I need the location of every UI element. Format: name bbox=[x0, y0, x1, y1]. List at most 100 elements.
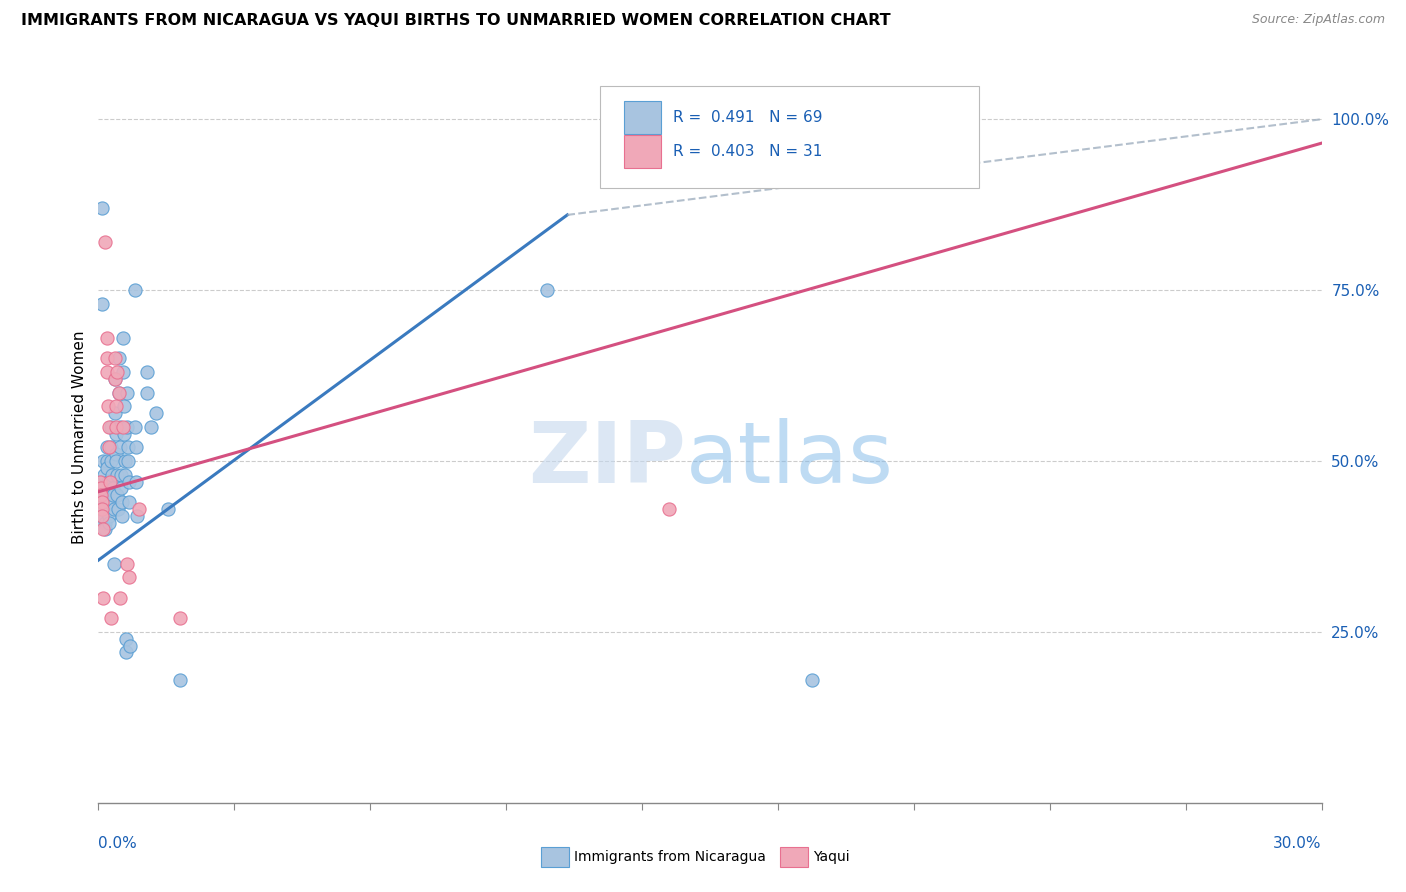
Point bbox=[108, 591, 131, 605]
Point bbox=[91, 522, 114, 536]
Text: ZIP: ZIP bbox=[527, 417, 686, 500]
Point bbox=[104, 447, 127, 461]
Text: Yaqui: Yaqui bbox=[813, 850, 849, 864]
Point bbox=[96, 440, 118, 454]
Point bbox=[96, 351, 118, 366]
Point bbox=[101, 481, 124, 495]
Point bbox=[91, 201, 114, 215]
Point bbox=[156, 501, 179, 516]
Point bbox=[105, 365, 128, 379]
Point bbox=[128, 501, 150, 516]
Point bbox=[89, 475, 111, 489]
Point bbox=[100, 454, 122, 468]
Point bbox=[90, 488, 112, 502]
Point bbox=[91, 454, 114, 468]
Point bbox=[90, 481, 112, 495]
Point bbox=[117, 440, 139, 454]
Point bbox=[136, 385, 159, 400]
Text: 0.0%: 0.0% bbox=[98, 836, 138, 851]
Point bbox=[118, 570, 141, 584]
Point bbox=[114, 467, 136, 482]
Point bbox=[118, 475, 141, 489]
Point bbox=[124, 283, 146, 297]
Y-axis label: Births to Unmarried Women: Births to Unmarried Women bbox=[72, 330, 87, 544]
Text: 30.0%: 30.0% bbox=[1274, 836, 1322, 851]
Point bbox=[118, 639, 141, 653]
Point bbox=[105, 488, 128, 502]
Point bbox=[104, 351, 127, 366]
Point bbox=[94, 516, 117, 530]
Point bbox=[115, 645, 138, 659]
Point bbox=[114, 632, 136, 646]
Point bbox=[98, 440, 121, 454]
Point bbox=[97, 400, 120, 414]
Point bbox=[125, 475, 148, 489]
Point bbox=[105, 454, 128, 468]
Point bbox=[90, 508, 112, 523]
Point bbox=[94, 522, 117, 536]
Point bbox=[104, 372, 127, 386]
Point bbox=[91, 501, 114, 516]
Point bbox=[97, 475, 120, 489]
Point bbox=[169, 611, 191, 625]
Point bbox=[107, 501, 129, 516]
Point bbox=[93, 467, 115, 482]
Point bbox=[93, 481, 115, 495]
Point bbox=[98, 475, 121, 489]
Point bbox=[104, 406, 127, 420]
Point bbox=[93, 488, 115, 502]
Point bbox=[100, 611, 122, 625]
Point bbox=[97, 420, 120, 434]
Point bbox=[801, 673, 824, 687]
Point bbox=[115, 420, 138, 434]
Point bbox=[96, 331, 118, 345]
Text: IMMIGRANTS FROM NICARAGUA VS YAQUI BIRTHS TO UNMARRIED WOMEN CORRELATION CHART: IMMIGRANTS FROM NICARAGUA VS YAQUI BIRTH… bbox=[21, 13, 891, 29]
Point bbox=[111, 508, 134, 523]
Point bbox=[108, 420, 131, 434]
Point bbox=[111, 495, 134, 509]
FancyBboxPatch shape bbox=[624, 136, 661, 169]
Point bbox=[105, 467, 128, 482]
Point bbox=[110, 481, 132, 495]
Point bbox=[169, 673, 191, 687]
Point bbox=[111, 365, 134, 379]
Point bbox=[98, 516, 121, 530]
Point bbox=[112, 400, 135, 414]
Point bbox=[136, 365, 159, 379]
Point bbox=[96, 365, 118, 379]
FancyBboxPatch shape bbox=[600, 86, 979, 188]
Point bbox=[89, 495, 111, 509]
Point bbox=[125, 440, 148, 454]
Point bbox=[91, 591, 114, 605]
Point bbox=[90, 495, 112, 509]
Point bbox=[118, 495, 141, 509]
Point bbox=[112, 426, 135, 441]
Point bbox=[658, 501, 681, 516]
Point bbox=[91, 297, 114, 311]
Text: R =  0.491   N = 69: R = 0.491 N = 69 bbox=[673, 110, 823, 125]
Point bbox=[108, 385, 131, 400]
Point bbox=[93, 235, 115, 250]
Point bbox=[124, 420, 146, 434]
Point bbox=[96, 460, 118, 475]
Text: R =  0.403   N = 31: R = 0.403 N = 31 bbox=[673, 145, 823, 160]
Point bbox=[104, 420, 127, 434]
Text: Source: ZipAtlas.com: Source: ZipAtlas.com bbox=[1251, 13, 1385, 27]
Point bbox=[903, 133, 925, 147]
Point bbox=[98, 508, 121, 523]
Point bbox=[100, 440, 122, 454]
Point bbox=[108, 385, 131, 400]
Point bbox=[100, 420, 122, 434]
Point bbox=[145, 406, 167, 420]
Point bbox=[536, 283, 558, 297]
Point bbox=[111, 331, 134, 345]
Point bbox=[90, 501, 112, 516]
Point bbox=[90, 475, 112, 489]
Text: atlas: atlas bbox=[686, 417, 894, 500]
Text: Immigrants from Nicaragua: Immigrants from Nicaragua bbox=[574, 850, 765, 864]
Point bbox=[115, 385, 138, 400]
Point bbox=[104, 426, 127, 441]
Point bbox=[96, 454, 118, 468]
Point bbox=[104, 372, 127, 386]
Point bbox=[127, 508, 149, 523]
